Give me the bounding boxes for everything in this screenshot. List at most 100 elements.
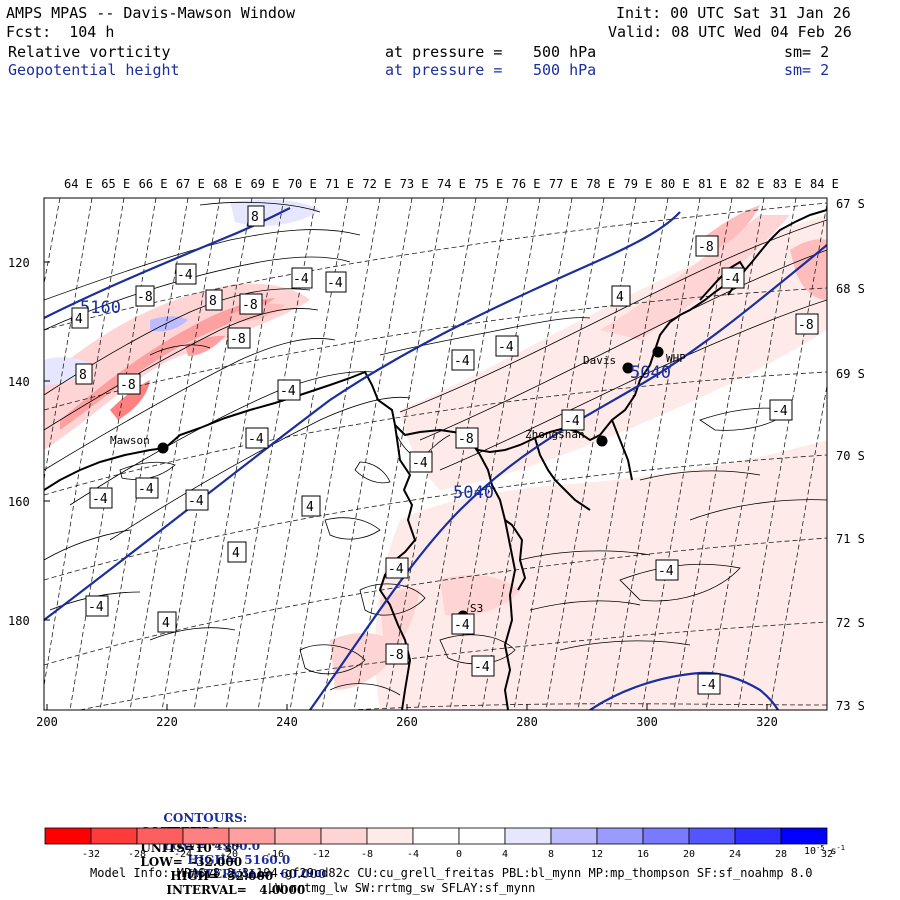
vort-label: -8 [385, 643, 409, 665]
svg-text:-4: -4 [327, 276, 343, 291]
colorbar: -32 -28 -24 -20 -16 -12 -8 -4 0 4 8 12 16 20 24 28 32 10… [44, 827, 845, 860]
svg-text:-4: -4 [177, 268, 193, 283]
svg-text:-4: -4 [658, 564, 674, 579]
vort-label: -4 [561, 409, 585, 431]
vort-label: -4 [185, 489, 209, 511]
colorbar-label: -12 [312, 849, 330, 860]
y-tick-label: 180 [8, 614, 30, 628]
lon-label: 68 E [213, 177, 242, 191]
colorbar-label: 20 [683, 849, 695, 860]
vort-label: 8 [75, 363, 93, 385]
forecast-hour: Fcst: 104 h [6, 23, 115, 41]
colorbar-swatch [136, 827, 184, 845]
vort-label: 4 [71, 307, 89, 329]
x-tick-label: 300 [636, 715, 658, 729]
vort-label: -4 [325, 271, 347, 293]
vort-label: -4 [385, 557, 409, 579]
lat-label: 72 S [836, 616, 865, 630]
vort-label: 4 [611, 285, 631, 307]
vort-label: 4 [157, 611, 177, 633]
svg-text:8: 8 [251, 210, 259, 225]
x-tick-label: 280 [516, 715, 538, 729]
svg-text:-8: -8 [120, 378, 136, 393]
colorbar-label: 12 [591, 849, 603, 860]
vort-label: 4 [301, 495, 321, 517]
lon-label: 84 E [810, 177, 839, 191]
station-label-davis: Davis [583, 354, 616, 367]
svg-text:4: 4 [616, 290, 624, 305]
colorbar-swatch [90, 827, 138, 845]
colorbar-swatch [366, 827, 414, 845]
lon-label: 67 E [176, 177, 205, 191]
y-tick-label: 160 [8, 495, 30, 509]
svg-text:-4: -4 [772, 404, 788, 419]
vort-label: 8 [205, 289, 223, 311]
colorbar-swatch [458, 827, 506, 845]
x-tick-label: 220 [156, 715, 178, 729]
field1-name: Relative vorticity [8, 43, 171, 61]
colorbar-swatch [642, 827, 690, 845]
svg-text:-4: -4 [293, 272, 309, 287]
lon-label: 70 E [288, 177, 317, 191]
valid-time: Valid: 08 UTC Wed 04 Feb 26 [608, 23, 852, 41]
vort-label: 8 [247, 205, 265, 227]
field2-name: Geopotential height [8, 61, 180, 79]
colorbar-units: 10-5 s-1 [804, 844, 845, 857]
lon-label: 77 E [549, 177, 578, 191]
svg-text:-8: -8 [230, 332, 246, 347]
contour2-low: LOW= -32.000 [140, 855, 243, 869]
svg-text:4: 4 [232, 546, 240, 561]
lon-label: 73 E [400, 177, 429, 191]
lon-label: 75 E [474, 177, 503, 191]
colorbar-label: -20 [220, 849, 238, 860]
colorbar-swatch [688, 827, 736, 845]
station-marker-mawson [157, 442, 169, 454]
colorbar-swatch [504, 827, 552, 845]
svg-text:-8: -8 [458, 432, 474, 447]
vort-label: -8 [795, 313, 819, 335]
vort-label: -4 [291, 267, 313, 289]
vort-label: -4 [495, 335, 519, 357]
lon-label: 71 E [325, 177, 354, 191]
svg-text:-8: -8 [388, 648, 404, 663]
svg-text:-4: -4 [474, 660, 490, 675]
lat-label: 67 S [836, 197, 865, 211]
svg-text:8: 8 [79, 368, 87, 383]
colorbar-swatch [320, 827, 368, 845]
vort-label: -4 [409, 451, 433, 473]
colorbar-label: -24 [174, 849, 192, 860]
field2-level-label: at pressure = [385, 61, 503, 79]
colorbar-swatch [550, 827, 598, 845]
vort-label: -4 [471, 655, 495, 677]
svg-text:-4: -4 [412, 456, 428, 471]
height-label-5040-south: 5040 [453, 483, 494, 503]
svg-text:-4: -4 [188, 494, 204, 509]
lon-label: 80 E [661, 177, 690, 191]
colorbar-swatch [182, 827, 230, 845]
colorbar-label: 24 [729, 849, 741, 860]
lat-label: 68 S [836, 282, 865, 296]
vort-label: -8 [135, 285, 155, 307]
svg-text:-4: -4 [454, 618, 470, 633]
svg-text:-4: -4 [88, 600, 104, 615]
svg-text:-4: -4 [724, 272, 740, 287]
station-label-s3: S3 [470, 602, 483, 615]
contour2-interval: INTERVAL= 4.0000 [166, 883, 306, 897]
colorbar-label: 8 [548, 849, 554, 860]
lat-lon-grid [44, 198, 827, 710]
field2-smoothing: sm= 2 [784, 61, 830, 79]
vort-label: -4 [277, 379, 301, 401]
colorbar-swatch [412, 827, 460, 845]
colorbar-label: -16 [266, 849, 284, 860]
lon-label: 82 E [735, 177, 764, 191]
lat-label: 69 S [836, 367, 865, 381]
lon-label: 76 E [512, 177, 541, 191]
vorticity-labels: 8 -4 -8 4 8 -8 -4 -4 -8 8 -8 -4 -4 -4 -4… [71, 205, 819, 695]
svg-text:-4: -4 [92, 492, 108, 507]
vort-label: -8 [239, 293, 263, 315]
colorbar-label: 32 [821, 849, 833, 860]
lon-label: 66 E [139, 177, 168, 191]
colorbar-label: -28 [128, 849, 146, 860]
lon-label: 69 E [251, 177, 280, 191]
